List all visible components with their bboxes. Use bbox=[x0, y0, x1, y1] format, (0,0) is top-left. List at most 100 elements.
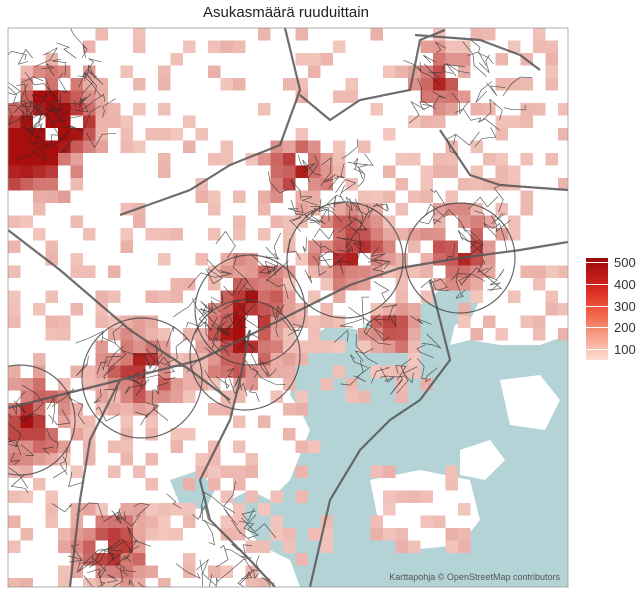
population-cell bbox=[195, 128, 208, 141]
population-cell bbox=[295, 490, 308, 503]
population-cell bbox=[458, 540, 471, 553]
street bbox=[166, 337, 187, 364]
population-cell bbox=[295, 165, 308, 178]
population-cell bbox=[270, 190, 283, 203]
population-cell bbox=[395, 328, 408, 341]
population-cell bbox=[283, 290, 296, 303]
street bbox=[403, 59, 422, 73]
street bbox=[312, 255, 327, 277]
population-cell bbox=[295, 403, 308, 416]
population-cell bbox=[70, 140, 83, 153]
population-cell bbox=[45, 178, 58, 191]
population-cell bbox=[220, 40, 233, 53]
street bbox=[265, 260, 289, 282]
population-cell bbox=[233, 340, 246, 353]
population-cell bbox=[245, 540, 258, 553]
population-cell bbox=[158, 165, 171, 178]
population-cell bbox=[45, 453, 58, 466]
population-cell bbox=[408, 228, 421, 241]
population-cell bbox=[208, 315, 221, 328]
population-cell bbox=[458, 215, 471, 228]
population-cell bbox=[120, 228, 133, 241]
street bbox=[336, 236, 364, 244]
population-cell bbox=[45, 115, 58, 128]
street bbox=[31, 94, 47, 110]
population-cell bbox=[20, 490, 33, 503]
street bbox=[370, 367, 390, 384]
street bbox=[208, 300, 221, 313]
street bbox=[244, 277, 256, 303]
street bbox=[18, 414, 35, 423]
street bbox=[81, 105, 101, 136]
population-cell bbox=[33, 153, 46, 166]
legend-tick bbox=[584, 327, 610, 329]
street bbox=[8, 105, 21, 126]
street bbox=[477, 98, 492, 123]
street bbox=[355, 208, 374, 219]
population-cell bbox=[495, 203, 508, 216]
population-cell bbox=[108, 265, 121, 278]
population-cell bbox=[120, 140, 133, 153]
population-cell bbox=[295, 253, 308, 266]
population-cell bbox=[233, 40, 246, 53]
street bbox=[166, 493, 182, 509]
population-cell bbox=[483, 240, 496, 253]
population-cell bbox=[233, 465, 246, 478]
population-cell bbox=[58, 378, 71, 391]
legend-tick-label: 200 bbox=[614, 320, 636, 336]
population-cell bbox=[420, 40, 433, 53]
population-cell bbox=[133, 515, 146, 528]
population-cell bbox=[133, 578, 146, 587]
population-cell bbox=[208, 65, 221, 78]
population-cell bbox=[33, 453, 46, 466]
street bbox=[51, 58, 66, 76]
legend-tick-label: 500 bbox=[614, 255, 636, 271]
population-cell bbox=[8, 365, 21, 378]
population-cell bbox=[120, 240, 133, 253]
street bbox=[215, 230, 236, 259]
street bbox=[336, 163, 345, 179]
population-cell bbox=[170, 378, 183, 391]
population-cell bbox=[170, 390, 183, 403]
street bbox=[115, 555, 132, 576]
population-cell bbox=[83, 228, 96, 241]
population-cell bbox=[308, 190, 321, 203]
population-cell bbox=[70, 253, 83, 266]
street bbox=[34, 47, 59, 67]
population-cell bbox=[308, 328, 321, 341]
population-cell bbox=[208, 40, 221, 53]
population-cell bbox=[170, 528, 183, 541]
population-cell bbox=[345, 253, 358, 266]
street bbox=[105, 345, 124, 368]
street bbox=[109, 538, 125, 549]
street bbox=[347, 153, 374, 166]
street bbox=[27, 124, 40, 145]
street bbox=[297, 209, 326, 225]
street bbox=[146, 374, 176, 381]
population-cell bbox=[233, 265, 246, 278]
population-cell bbox=[333, 253, 346, 266]
population-cell bbox=[408, 303, 421, 316]
population-cell bbox=[95, 115, 108, 128]
street bbox=[217, 309, 239, 331]
population-cell bbox=[33, 478, 46, 491]
population-cell bbox=[283, 165, 296, 178]
population-cell bbox=[158, 378, 171, 391]
population-cell bbox=[45, 315, 58, 328]
population-cell bbox=[183, 565, 196, 578]
population-cell bbox=[45, 53, 58, 66]
population-cell bbox=[520, 153, 533, 166]
population-cell bbox=[333, 278, 346, 291]
population-cell bbox=[270, 278, 283, 291]
population-cell bbox=[133, 553, 146, 566]
population-cell bbox=[533, 28, 546, 41]
population-cell bbox=[120, 565, 133, 578]
population-cell bbox=[95, 128, 108, 141]
street bbox=[195, 559, 209, 575]
street bbox=[251, 254, 276, 276]
population-cell bbox=[358, 140, 371, 153]
population-cell bbox=[383, 340, 396, 353]
population-cell bbox=[45, 515, 58, 528]
street bbox=[420, 278, 449, 291]
population-cell bbox=[33, 228, 46, 241]
